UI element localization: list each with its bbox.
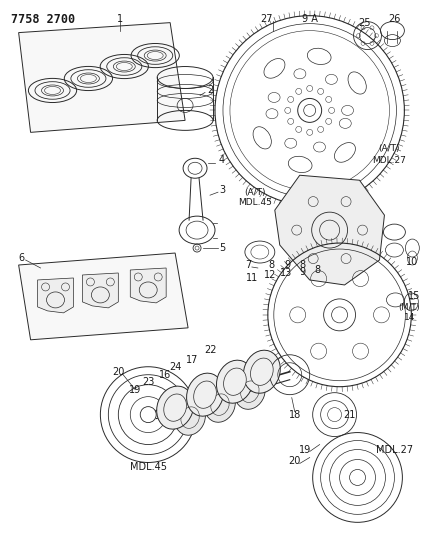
Polygon shape	[19, 253, 188, 340]
Text: 6: 6	[19, 253, 25, 263]
Polygon shape	[275, 175, 384, 285]
Text: 1: 1	[117, 14, 123, 23]
Text: 4: 4	[219, 155, 225, 165]
Polygon shape	[83, 273, 118, 308]
Ellipse shape	[205, 387, 235, 422]
Text: 23: 23	[142, 377, 155, 387]
Text: 19: 19	[129, 385, 141, 394]
Text: 17: 17	[186, 355, 198, 365]
Text: MDL.27: MDL.27	[372, 156, 406, 165]
Ellipse shape	[157, 386, 193, 429]
Text: 9: 9	[285, 260, 291, 270]
Text: 9: 9	[300, 267, 306, 277]
Text: 20: 20	[112, 367, 125, 377]
Text: 8: 8	[315, 265, 321, 275]
Ellipse shape	[187, 373, 223, 416]
Text: 10: 10	[406, 257, 419, 267]
Text: 9 A: 9 A	[302, 14, 318, 23]
Text: 21: 21	[343, 410, 356, 419]
Ellipse shape	[175, 400, 205, 435]
Text: 7: 7	[245, 260, 251, 270]
Text: 20: 20	[288, 456, 301, 466]
Ellipse shape	[194, 381, 217, 408]
Text: 25: 25	[358, 18, 371, 28]
Text: 8: 8	[300, 260, 306, 270]
Text: 19: 19	[299, 445, 311, 455]
Text: 16: 16	[159, 370, 171, 379]
Ellipse shape	[235, 374, 265, 409]
Text: 2: 2	[207, 85, 213, 95]
Text: 3: 3	[219, 185, 225, 195]
Text: (A/T): (A/T)	[379, 144, 400, 153]
Text: MDL.45: MDL.45	[238, 198, 272, 207]
Text: 8: 8	[269, 260, 275, 270]
Text: (M/T): (M/T)	[398, 303, 420, 312]
Ellipse shape	[250, 358, 273, 385]
Text: 12: 12	[264, 270, 276, 280]
Polygon shape	[130, 268, 166, 303]
Ellipse shape	[164, 394, 187, 421]
Text: 22: 22	[204, 345, 216, 355]
Text: MDL.27: MDL.27	[376, 445, 413, 455]
Text: 13: 13	[279, 268, 292, 278]
Text: 7758 2700: 7758 2700	[11, 13, 75, 26]
Text: (A/T): (A/T)	[244, 188, 266, 197]
Polygon shape	[19, 22, 185, 132]
Ellipse shape	[244, 350, 280, 393]
Text: 26: 26	[388, 14, 401, 23]
Text: 14: 14	[404, 313, 415, 322]
Text: 27: 27	[261, 14, 273, 23]
Ellipse shape	[217, 360, 253, 403]
Text: MDL.45: MDL.45	[130, 463, 167, 472]
Text: 5: 5	[219, 243, 225, 253]
Text: 11: 11	[246, 273, 258, 283]
Polygon shape	[38, 278, 74, 313]
Text: 18: 18	[288, 410, 301, 419]
Text: 24: 24	[169, 362, 181, 372]
Ellipse shape	[223, 368, 246, 395]
Text: 15: 15	[408, 291, 421, 301]
